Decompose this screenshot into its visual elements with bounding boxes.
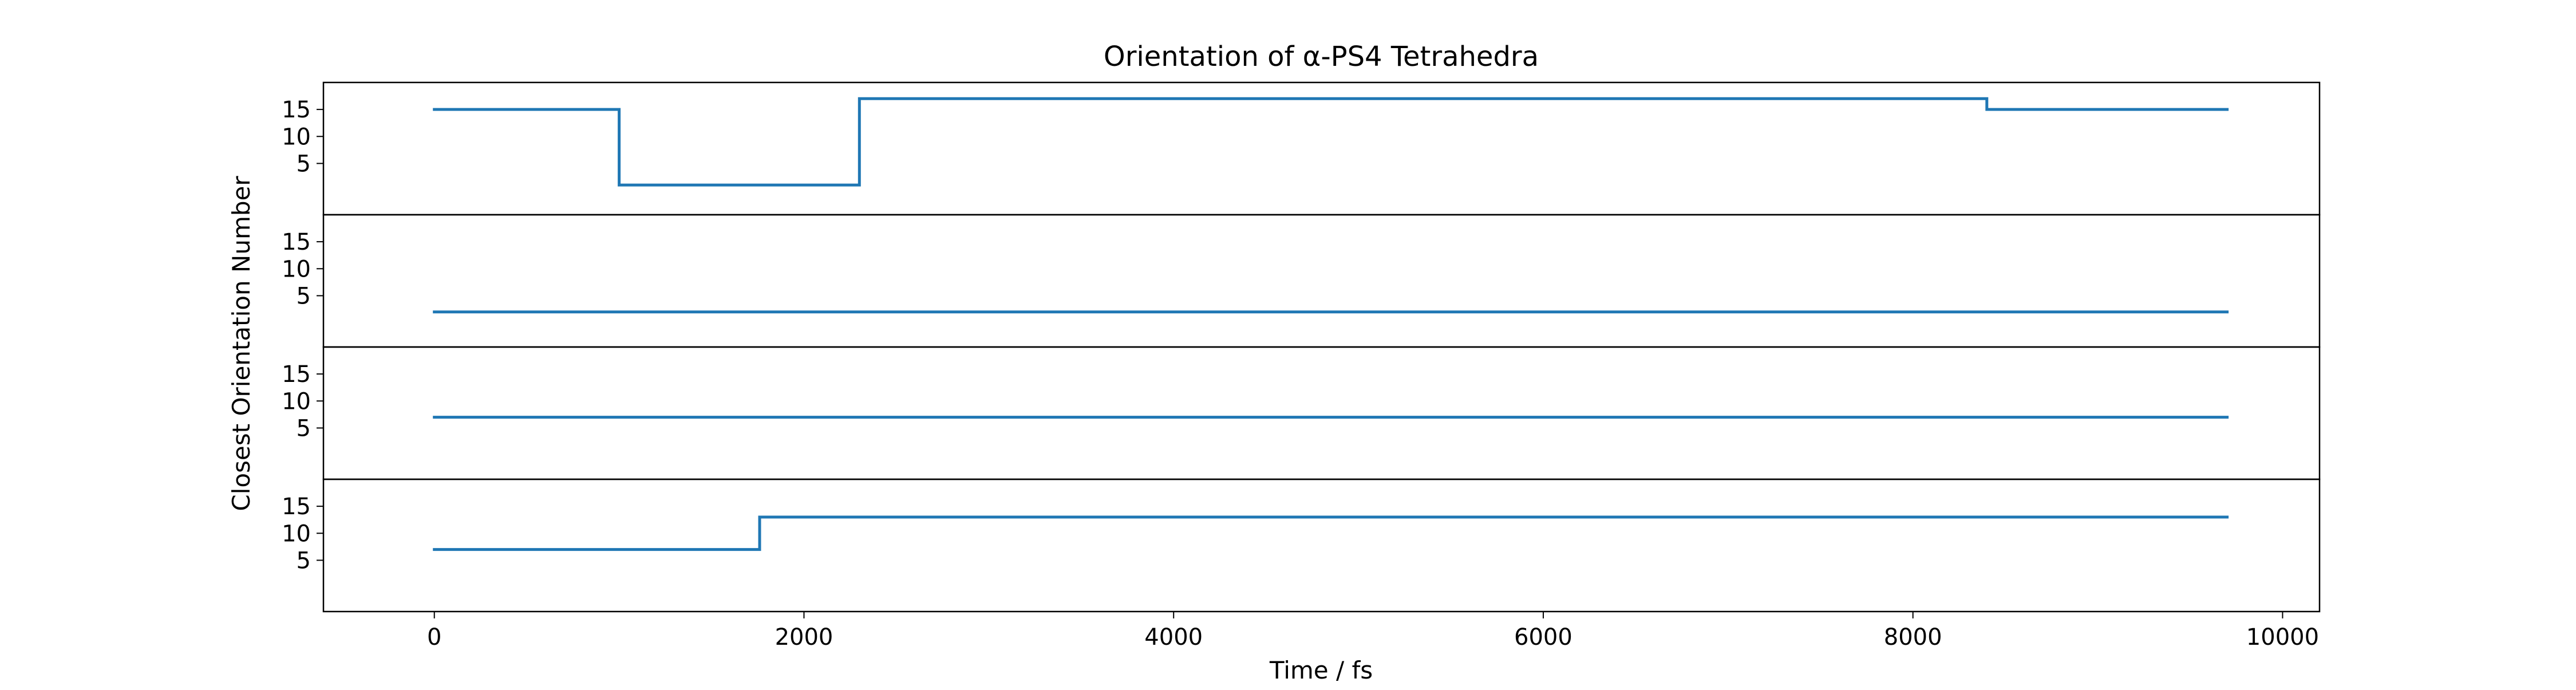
y-tick-label: 5 xyxy=(297,283,311,309)
y-tick-label: 5 xyxy=(297,547,311,574)
y-tick-label: 10 xyxy=(282,256,311,282)
y-tick-label: 5 xyxy=(297,415,311,441)
subplot-frame xyxy=(322,214,2321,348)
y-tick-label: 15 xyxy=(282,229,311,255)
x-axis: 0 2000 4000 6000 8000 10000 xyxy=(427,612,2319,650)
y-tick-label: 15 xyxy=(282,494,311,520)
y-tick-label: 10 xyxy=(282,124,311,150)
y-tick-label: 15 xyxy=(282,97,311,123)
x-tick-label: 6000 xyxy=(1514,624,1573,650)
x-tick-label: 0 xyxy=(427,624,441,650)
y-axis-label: Closest Orientation Number xyxy=(227,176,255,511)
y-tick-label: 15 xyxy=(282,361,311,388)
series-line xyxy=(433,515,2229,551)
subplot-frame xyxy=(322,346,2321,480)
y-tick-label: 10 xyxy=(282,521,311,547)
subplot-frame xyxy=(322,81,2321,216)
chart-title: Orientation of α-PS4 Tetrahedra xyxy=(1104,41,1539,73)
x-tick-label: 2000 xyxy=(775,624,833,650)
y-tick-label: 5 xyxy=(297,151,311,177)
x-tick-label: 8000 xyxy=(1884,624,1942,650)
subplot-frame xyxy=(322,478,2321,613)
x-tick-label: 10000 xyxy=(2246,624,2319,650)
x-axis-label: Time / fs xyxy=(1269,656,1373,684)
x-tick-label: 4000 xyxy=(1144,624,1203,650)
y-tick-label: 10 xyxy=(282,388,311,415)
series-line xyxy=(433,97,2229,187)
